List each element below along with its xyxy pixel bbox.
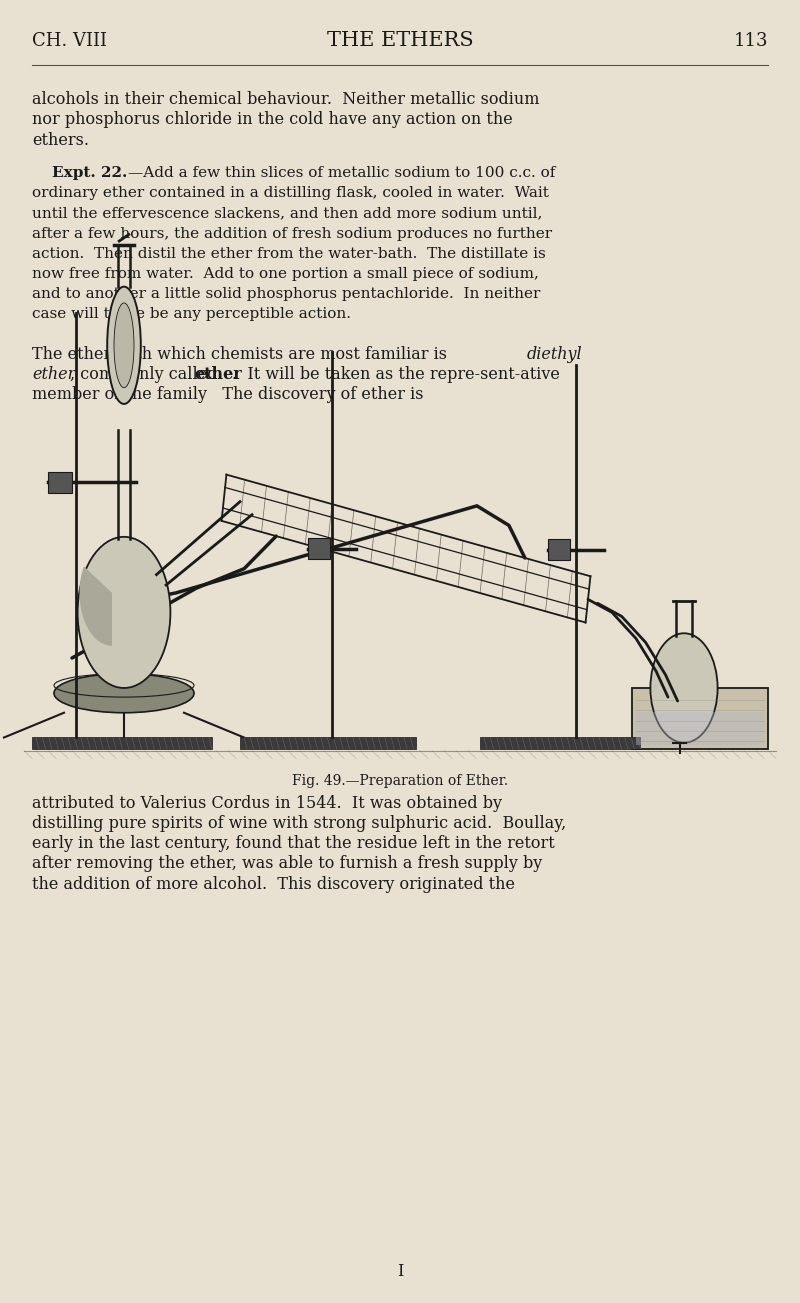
Text: —Add a few thin slices of metallic sodium to 100 c.c. of: —Add a few thin slices of metallic sodiu… <box>128 165 555 180</box>
Text: early in the last century, found that the residue left in the retort: early in the last century, found that th… <box>32 835 554 852</box>
Text: ether: ether <box>194 366 242 383</box>
Bar <box>48 472 72 493</box>
Polygon shape <box>32 737 212 749</box>
Polygon shape <box>240 737 416 749</box>
Text: CH. VIII: CH. VIII <box>32 31 107 50</box>
Text: after removing the ether, was able to furnish a fresh supply by: after removing the ether, was able to fu… <box>32 856 542 873</box>
Polygon shape <box>480 737 640 749</box>
Text: distilling pure spirits of wine with strong sulphuric acid.  Boullay,: distilling pure spirits of wine with str… <box>32 816 566 833</box>
Text: 113: 113 <box>734 31 768 50</box>
Text: action.  Then distil the ether from the water-bath.  The distillate is: action. Then distil the ether from the w… <box>32 246 546 261</box>
Text: until the effervescence slackens, and then add more sodium until,: until the effervescence slackens, and th… <box>32 206 542 220</box>
Text: nor phosphorus chloride in the cold have any action on the: nor phosphorus chloride in the cold have… <box>32 112 513 129</box>
Text: case will there be any perceptible action.: case will there be any perceptible actio… <box>32 308 351 322</box>
Text: Expt. 22.: Expt. 22. <box>52 165 127 180</box>
Circle shape <box>78 537 170 688</box>
Text: THE ETHERS: THE ETHERS <box>326 30 474 50</box>
Text: , commonly called: , commonly called <box>70 366 223 383</box>
Text: The ether with which chemists are most familiar is: The ether with which chemists are most f… <box>32 345 452 362</box>
Text: the addition of more alcohol.  This discovery originated the: the addition of more alcohol. This disco… <box>32 876 515 893</box>
Bar <box>308 538 330 559</box>
Ellipse shape <box>114 304 134 388</box>
Wedge shape <box>79 567 112 646</box>
Ellipse shape <box>107 287 141 404</box>
Bar <box>548 539 570 560</box>
Text: ether: ether <box>32 366 75 383</box>
Text: after a few hours, the addition of fresh sodium produces no further: after a few hours, the addition of fresh… <box>32 227 552 241</box>
Ellipse shape <box>54 674 194 713</box>
Text: I: I <box>397 1263 403 1280</box>
Text: attributed to Valerius Cordus in 1544.  It was obtained by: attributed to Valerius Cordus in 1544. I… <box>32 795 502 812</box>
Text: alcohols in their chemical behaviour.  Neither metallic sodium: alcohols in their chemical behaviour. Ne… <box>32 91 539 108</box>
Text: now free from water.  Add to one portion a small piece of sodium,: now free from water. Add to one portion … <box>32 267 539 281</box>
Text: and to another a little solid phosphorus pentachloride.  In neither: and to another a little solid phosphorus… <box>32 287 540 301</box>
Text: ethers.: ethers. <box>32 132 89 149</box>
Bar <box>0 241 800 762</box>
Circle shape <box>650 633 718 743</box>
Text: ordinary ether contained in a distilling flask, cooled in water.  Wait: ordinary ether contained in a distilling… <box>32 186 549 201</box>
Text: .  It will be taken as the repre­sent­ative: . It will be taken as the repre­sent­ati… <box>232 366 560 383</box>
Bar <box>636 711 764 745</box>
Text: Fig. 49.—Preparation of Ether.: Fig. 49.—Preparation of Ether. <box>292 774 508 788</box>
Text: member of the family   The discovery of ether is: member of the family The discovery of et… <box>32 386 423 403</box>
Bar <box>632 688 768 749</box>
Text: diethyl: diethyl <box>526 345 582 362</box>
